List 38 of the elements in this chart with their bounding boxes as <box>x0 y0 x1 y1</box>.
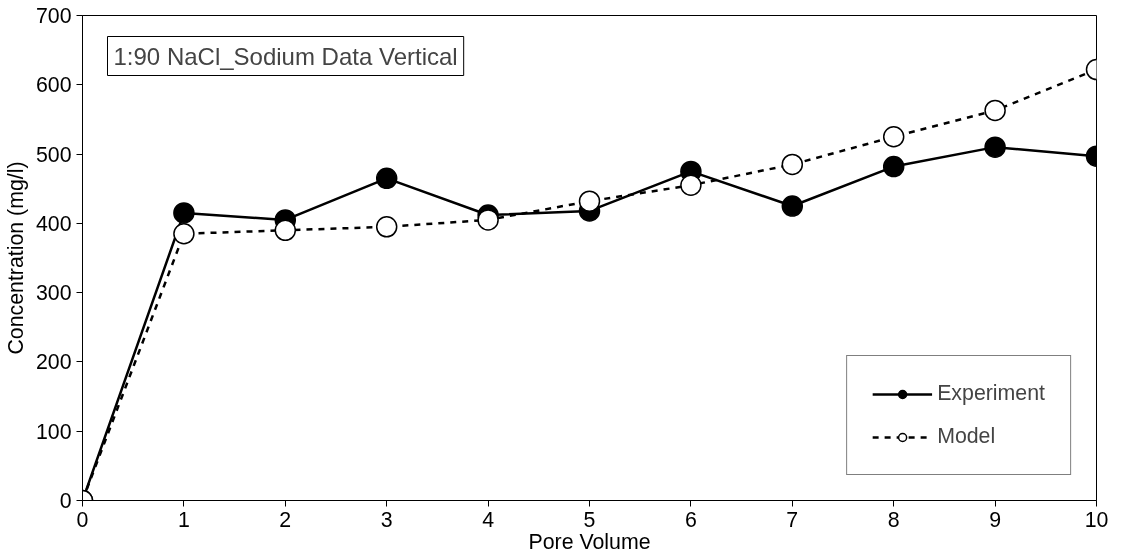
y-tick-label: 600 <box>35 73 72 98</box>
point <box>781 153 804 176</box>
x-tick-label: 5 <box>583 507 596 532</box>
y-tick-label: 700 <box>35 4 72 28</box>
point <box>173 202 195 224</box>
point <box>578 190 601 212</box>
x-axis-title: Pore Volume <box>528 529 651 554</box>
y-tick-label: 100 <box>35 419 72 444</box>
point <box>173 223 195 245</box>
point <box>680 174 702 196</box>
point <box>781 195 804 217</box>
x-tick-label: 3 <box>380 507 393 532</box>
x-tick-label: 0 <box>76 507 89 532</box>
legend-label: Experiment <box>937 381 1045 406</box>
point <box>274 219 297 242</box>
x-tick-label: 1 <box>177 507 190 532</box>
point <box>882 126 905 148</box>
legend-label: Model <box>937 424 996 449</box>
y-tick-label: 500 <box>35 142 72 167</box>
x-tick-label: 6 <box>684 507 697 532</box>
y-tick-label: 200 <box>35 350 72 375</box>
point <box>477 209 499 231</box>
y-tick-label: 400 <box>35 211 72 236</box>
y-axis-title: Concentration (mg/l) <box>3 161 28 355</box>
x-tick-label: 7 <box>786 507 799 532</box>
point <box>375 167 398 190</box>
point <box>375 216 398 238</box>
x-tick-label: 9 <box>989 507 1002 532</box>
y-tick-label: 300 <box>35 281 72 306</box>
x-tick-label: 8 <box>887 507 900 532</box>
x-tick-label: 2 <box>279 507 292 532</box>
x-tick-label: 4 <box>482 507 495 532</box>
point <box>984 99 1006 122</box>
text: 1:90 NaCl_Sodium Data Vertical <box>113 42 458 70</box>
point <box>984 136 1006 158</box>
y-tick-label: 0 <box>59 489 72 513</box>
point <box>882 155 905 178</box>
x-tick-label: 10 <box>1084 507 1109 532</box>
